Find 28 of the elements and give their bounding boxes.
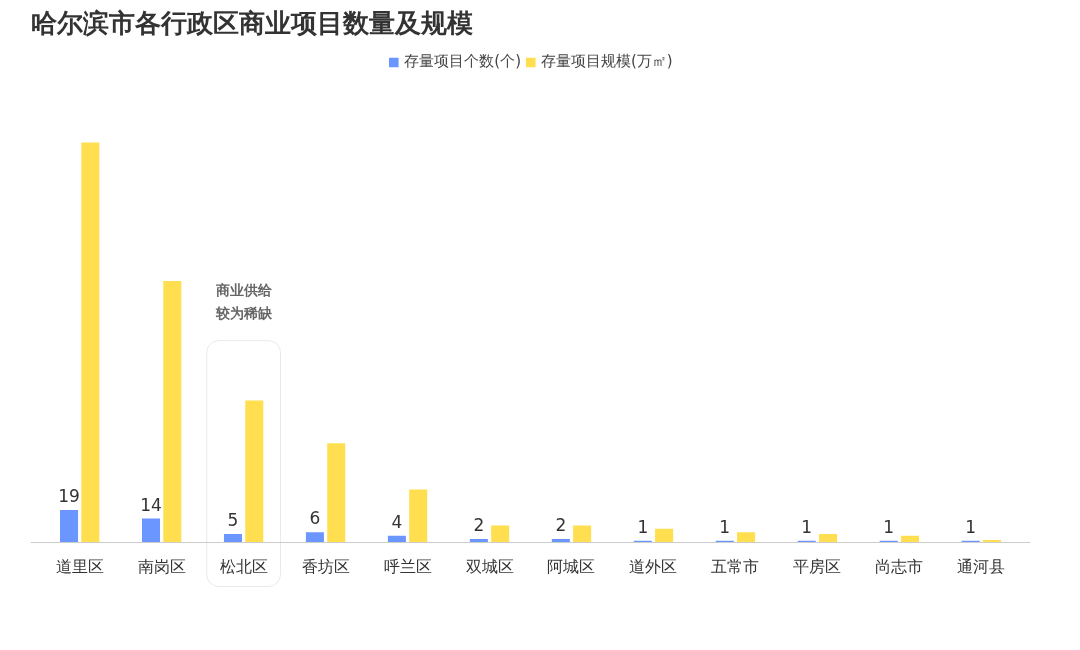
x-tick-label: 呼兰区 — [383, 556, 432, 576]
chart-title: 哈尔滨市各行政区商业项目数量及规模 — [30, 7, 473, 38]
x-tick-label: 道里区 — [55, 556, 104, 576]
x-tick-label: 双城区 — [465, 556, 514, 576]
data-label: 19 — [58, 486, 80, 507]
data-label: 1 — [637, 516, 649, 537]
x-tick-label: 道外区 — [629, 556, 678, 576]
legend-label: 存量项目规模(万㎡) — [541, 52, 673, 71]
x-tick-label: 五常市 — [711, 556, 760, 576]
legend-label: 存量项目个数(个) — [404, 52, 521, 71]
data-label: 4 — [391, 511, 403, 532]
data-label: 1 — [801, 516, 813, 537]
x-tick-label: 香坊区 — [301, 556, 350, 576]
data-label: 5 — [227, 509, 239, 530]
data-label: 2 — [555, 515, 567, 536]
x-tick-label: 通河县 — [957, 556, 1006, 576]
data-label: 6 — [309, 508, 321, 529]
data-label: 1 — [965, 516, 977, 537]
x-tick-label: 南岗区 — [137, 556, 186, 576]
x-tick-label: 平房区 — [793, 556, 842, 576]
annotation: 商业供给较为稀缺 — [214, 282, 273, 321]
x-tick-label: 阿城区 — [547, 556, 596, 576]
x-tick-label: 尚志市 — [875, 556, 924, 576]
data-label: 14 — [140, 494, 162, 515]
data-label: 1 — [719, 516, 731, 537]
x-tick-label: 松北区 — [219, 556, 268, 576]
data-label: 2 — [473, 515, 485, 536]
data-label: 1 — [883, 516, 895, 537]
